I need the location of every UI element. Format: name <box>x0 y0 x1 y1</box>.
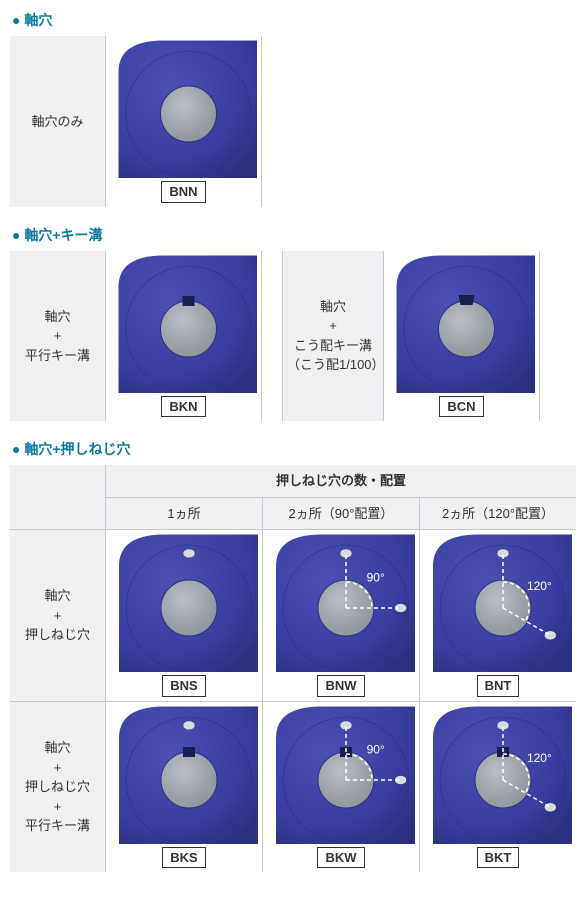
part-thumbnail: 120° <box>424 534 572 672</box>
svg-text:120°: 120° <box>527 579 552 593</box>
header-blank <box>10 465 105 529</box>
part-thumbnail <box>110 706 258 844</box>
image-cell: BKS <box>106 702 262 873</box>
image-cell: BCN <box>384 251 539 422</box>
part-code: BNS <box>162 675 205 697</box>
part-thumbnail: 90° <box>267 706 415 844</box>
section-title: 軸穴+押しねじ穴 <box>12 439 576 459</box>
image-cell: BNS <box>106 530 262 701</box>
part-code: BKN <box>161 396 205 418</box>
row-label: 軸穴+平行キー溝 <box>10 251 105 422</box>
column-header: 1ヵ所 <box>106 498 262 530</box>
part-code: BCN <box>439 396 483 418</box>
column-header: 2ヵ所（90°配置） <box>263 498 419 530</box>
part-code: BNT <box>477 675 520 697</box>
section-title: 軸穴 <box>12 10 576 30</box>
image-cell: BNN <box>106 36 261 207</box>
part-code: BKS <box>162 847 205 869</box>
spacer <box>262 251 282 422</box>
image-cell: 120° BKT <box>420 702 576 873</box>
svg-text:120°: 120° <box>527 751 552 765</box>
part-thumbnail: 120° <box>424 706 572 844</box>
spacer <box>540 251 579 422</box>
section-shaft-setscrew: 軸穴+押しねじ穴押しねじ穴の数・配置1ヵ所2ヵ所（90°配置）2ヵ所（120°配… <box>10 439 576 872</box>
part-code: BNW <box>317 675 364 697</box>
part-code: BKT <box>477 847 520 869</box>
part-thumbnail <box>388 255 535 393</box>
row-label: 軸穴+押しねじ穴+平行キー溝 <box>10 702 105 873</box>
part-code: BNN <box>161 181 205 203</box>
part-code: BKW <box>317 847 364 869</box>
image-cell: BKN <box>106 251 261 422</box>
image-cell: 90° BKW <box>263 702 419 873</box>
part-thumbnail: 90° <box>267 534 415 672</box>
grid: 押しねじ穴の数・配置1ヵ所2ヵ所（90°配置）2ヵ所（120°配置） 軸穴+押しね… <box>10 465 576 872</box>
section-shaft-keyway: 軸穴+キー溝軸穴+平行キー溝 BKN 軸穴+こう配キー溝（こう配1/100） BC… <box>10 225 576 422</box>
row-label: 軸穴のみ <box>10 36 105 207</box>
image-cell: 90° BNW <box>263 530 419 701</box>
grid: 軸穴のみ BNN <box>10 36 576 207</box>
part-thumbnail <box>110 40 257 178</box>
svg-text:90°: 90° <box>367 570 385 584</box>
header-span: 押しねじ穴の数・配置 <box>106 465 576 497</box>
section-title: 軸穴+キー溝 <box>12 225 576 245</box>
image-cell: 120° BNT <box>420 530 576 701</box>
part-thumbnail <box>110 255 257 393</box>
spacer <box>262 36 576 207</box>
row-label: 軸穴+押しねじ穴 <box>10 530 105 701</box>
grid: 軸穴+平行キー溝 BKN 軸穴+こう配キー溝（こう配1/100） BCN <box>10 251 576 422</box>
column-header: 2ヵ所（120°配置） <box>420 498 576 530</box>
row-label: 軸穴+こう配キー溝（こう配1/100） <box>283 251 383 422</box>
part-thumbnail <box>110 534 258 672</box>
section-shaft-hole: 軸穴軸穴のみ BNN <box>10 10 576 207</box>
svg-text:90°: 90° <box>367 742 385 756</box>
